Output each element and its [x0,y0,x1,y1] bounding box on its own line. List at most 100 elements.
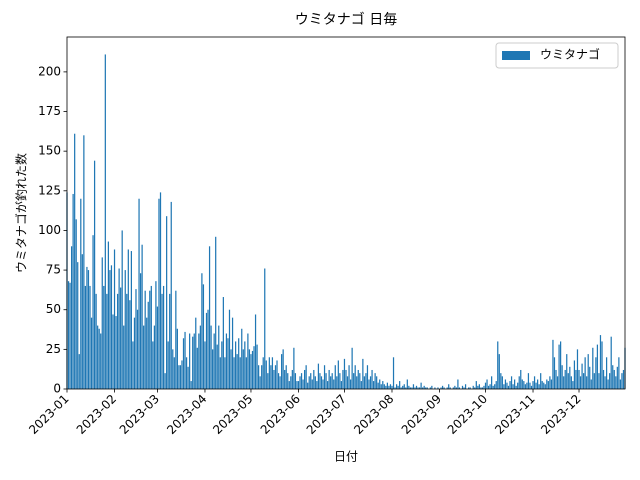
bar [166,216,168,389]
bar [546,379,548,389]
bar [561,365,563,389]
bar [158,198,160,389]
bar [297,381,300,389]
x-tick-label: 2023-03 [117,392,162,437]
bar [587,354,589,389]
bar [360,381,362,389]
bar [339,373,341,389]
bar [299,376,301,389]
x-tick-label: 2023-02 [74,392,119,437]
bar [271,357,274,389]
bar [247,333,249,389]
bar [230,349,232,389]
bar [426,387,428,389]
bar [281,354,283,389]
legend-box [495,42,619,69]
bar [345,369,347,389]
bar [253,346,255,389]
bar [184,331,186,389]
bar [254,314,257,389]
bar [615,376,617,389]
bar [510,376,513,389]
bar [564,369,566,389]
bar [162,285,165,389]
bar [417,387,419,389]
bar [118,268,120,389]
bar [365,373,367,389]
bar [359,373,361,389]
axes-frame [66,36,626,390]
bar [506,382,508,389]
bar [307,382,309,389]
bar [552,339,554,389]
bar [503,384,505,389]
x-tick-label: 2023-11 [492,392,537,437]
bar [274,365,277,389]
bar [161,293,163,389]
bar [346,376,349,389]
bar [333,379,335,389]
bar [526,382,528,389]
bar [411,387,413,389]
bar [388,385,390,389]
bar [340,381,343,389]
bar [494,384,496,389]
bar [501,376,503,389]
bar [303,369,306,389]
bar [537,379,539,389]
bar [437,387,439,389]
x-tick-label: 2023-09 [399,392,444,437]
bar [406,379,408,389]
bar [323,365,326,389]
bar [81,254,83,389]
bar [208,246,211,389]
bar [334,365,336,389]
bar [213,333,215,389]
y-tick-label: 25 [46,342,61,356]
bar [400,387,402,389]
bar [207,309,209,389]
y-tick-label: 150 [38,144,61,158]
bar [235,341,237,389]
bar [130,251,132,389]
bar [420,382,422,389]
bar [431,385,433,389]
bar [267,373,269,389]
bar [455,387,457,389]
bar [219,357,221,389]
bar [581,363,583,389]
bar [300,373,303,389]
y-tick-label: 125 [38,183,61,197]
bar [566,354,568,389]
bar [423,385,425,389]
bar [302,379,304,389]
bar [386,382,389,389]
bar [95,293,97,389]
bar [452,387,454,389]
bar [238,338,240,389]
bar [618,357,620,389]
x-tick-label: 2023-06 [258,392,303,437]
bar [376,376,378,389]
bar [555,369,557,389]
bar [109,270,111,389]
bar [317,363,320,389]
y-tick-label: 200 [38,64,61,78]
bar [569,366,571,389]
x-tick-label: 2023-05 [210,392,255,437]
bar [549,376,551,389]
x-axis-label: 日付 [334,450,358,464]
bar [595,357,597,389]
bar [514,379,516,389]
bar [553,357,556,389]
bar [291,369,293,389]
bar [489,384,491,389]
bar [127,249,129,389]
bar [538,384,540,389]
x-tick-label: 2023-10 [445,392,490,437]
bar [337,360,339,389]
bar [224,357,226,389]
bar [463,387,465,389]
bar [210,325,212,389]
bar [75,219,77,389]
